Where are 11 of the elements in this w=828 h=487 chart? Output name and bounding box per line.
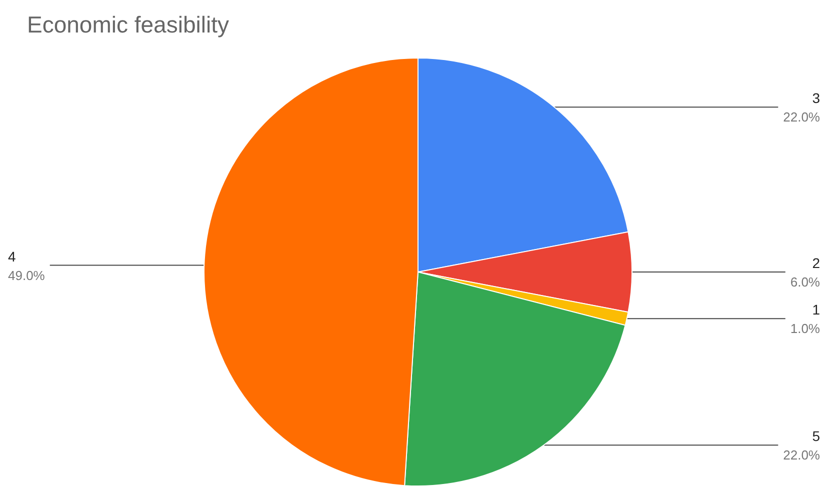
data-label: 49.0% xyxy=(8,268,46,283)
slice-label: 2 xyxy=(812,255,820,271)
chart-title: Economic feasibility xyxy=(27,12,230,38)
slice-label: 4 xyxy=(8,248,16,264)
data-label: 22.0% xyxy=(783,448,820,463)
data-label: 6.0% xyxy=(790,274,820,290)
data-label: 22.0% xyxy=(783,110,820,125)
slice-label: 5 xyxy=(812,428,820,444)
data-label: 1.0% xyxy=(790,321,820,336)
slice-label: 1 xyxy=(812,302,820,318)
slice-label: 3 xyxy=(812,90,820,106)
